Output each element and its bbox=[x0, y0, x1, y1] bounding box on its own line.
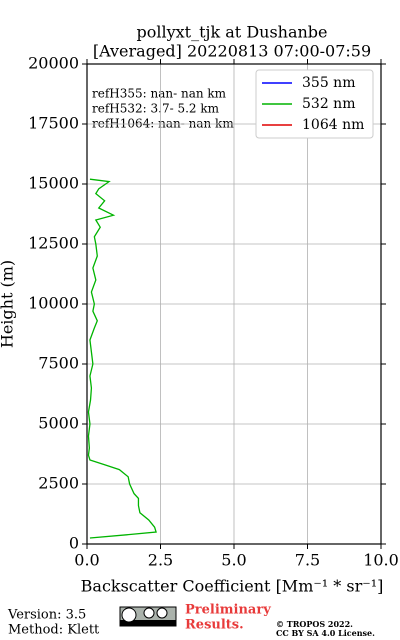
y-tick-label: 12500 bbox=[28, 234, 79, 253]
y-tick-label: 0 bbox=[69, 534, 79, 553]
x-axis-label: Backscatter Coefficient [Mm⁻¹ * sr⁻¹] bbox=[81, 577, 384, 596]
status: Results. bbox=[185, 618, 244, 633]
profile-line bbox=[87, 178, 157, 539]
x-tick-label: 7.5 bbox=[295, 551, 320, 570]
legend-label: 1064 nm bbox=[302, 117, 364, 133]
copyright: © TROPOS 2022. bbox=[276, 619, 353, 629]
annotation: refH1064: nan- nan km bbox=[92, 117, 234, 131]
annotation: refH532: 3.7- 5.2 km bbox=[92, 102, 220, 116]
chart-title: pollyxt_tjk at Dushanbe bbox=[136, 23, 327, 42]
annotation: refH355: nan- nan km bbox=[92, 87, 227, 101]
y-tick-label: 7500 bbox=[38, 354, 79, 373]
x-tick-label: 5.0 bbox=[221, 551, 246, 570]
version: Version: 3.5 bbox=[7, 608, 86, 623]
legend-box bbox=[255, 69, 374, 139]
status: Preliminary bbox=[185, 603, 271, 618]
y-tick-label: 20000 bbox=[28, 54, 79, 73]
license: CC BY SA 4.0 License. bbox=[276, 628, 375, 638]
y-axis-label: Height (m) bbox=[0, 260, 17, 348]
x-tick-label: 10.0 bbox=[363, 551, 399, 570]
legend-label: 355 nm bbox=[302, 75, 355, 91]
y-tick-label: 5000 bbox=[38, 414, 79, 433]
x-tick-label: 0.0 bbox=[74, 551, 99, 570]
plot-frame bbox=[86, 63, 382, 545]
y-tick-label: 10000 bbox=[28, 294, 79, 313]
cc-badge bbox=[119, 606, 177, 627]
legend-label: 532 nm bbox=[302, 96, 355, 112]
method: Method: Klett bbox=[8, 623, 100, 638]
y-tick-label: 15000 bbox=[28, 174, 79, 193]
y-tick-label: 17500 bbox=[28, 114, 79, 133]
x-tick-label: 2.5 bbox=[148, 551, 173, 570]
chart-subtitle: [Averaged] 20220813 07:00-07:59 bbox=[93, 42, 371, 61]
y-tick-label: 2500 bbox=[38, 474, 79, 493]
annotation-box bbox=[88, 80, 246, 132]
